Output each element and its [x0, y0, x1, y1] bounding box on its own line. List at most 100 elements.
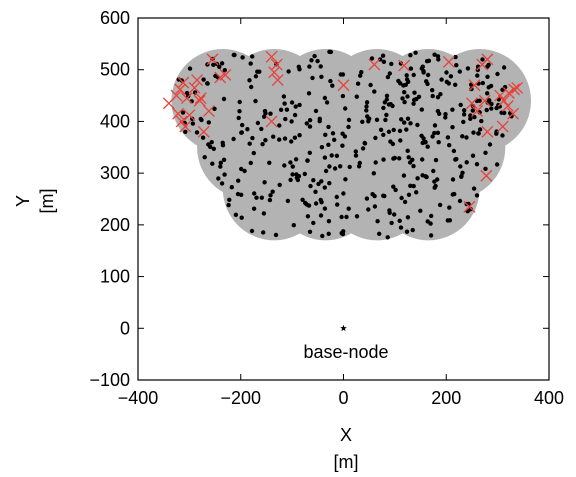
sensor-node: [257, 69, 262, 74]
sensor-node: [291, 223, 296, 228]
sensor-node: [248, 61, 253, 66]
sensor-node: [415, 122, 420, 128]
sensor-node: [408, 66, 414, 71]
sensor-node: [360, 119, 365, 125]
sensor-node: [477, 127, 483, 132]
sensor-node: [218, 160, 223, 165]
sensor-node: [212, 106, 217, 112]
sensor-node: [253, 98, 258, 104]
sensor-node: [209, 140, 214, 145]
axis-ticks: −400 −200 0 200 400 −100 0 100 200 300 400 500 600: [89, 8, 564, 408]
x-axis-unit: [m]: [334, 452, 359, 472]
sensor-node: [229, 185, 234, 190]
sensor-node: [231, 52, 236, 58]
sensor-node: [450, 192, 455, 197]
sensor-node: [464, 160, 469, 165]
sensor-node: [355, 81, 361, 86]
sensor-node: [282, 101, 287, 106]
sensor-node: [404, 73, 409, 78]
sensor-node: [413, 50, 418, 55]
sensor-node: [293, 104, 298, 109]
sensor-node: [289, 119, 294, 124]
cross-marker: [463, 200, 476, 213]
sensor-node: [405, 94, 410, 99]
cross-marker: [194, 92, 207, 105]
sensor-node: [285, 198, 291, 204]
sensor-node: [435, 95, 441, 100]
sensor-node: [375, 219, 380, 224]
sensor-node: [420, 157, 425, 162]
y-tick-label: 100: [100, 267, 130, 287]
x-tick-label: 200: [431, 388, 461, 408]
sensor-node: [485, 74, 490, 80]
sensor-node: [447, 205, 452, 210]
sensor-node: [364, 108, 369, 113]
sensor-node: [399, 117, 404, 122]
cross-marker: [197, 125, 210, 138]
sensor-node: [453, 82, 458, 88]
sensor-node: [420, 64, 425, 69]
sensor-node: [435, 130, 441, 135]
sensor-node: [405, 215, 411, 220]
sensor-node: [401, 173, 407, 178]
sensor-node: [475, 67, 480, 73]
sensor-node: [247, 141, 252, 146]
sensor-node: [353, 149, 358, 154]
sensor-node: [326, 142, 331, 147]
sensor-node: [416, 94, 422, 100]
cross-marker: [179, 120, 192, 133]
sensor-node: [428, 233, 434, 238]
cross-marker: [271, 74, 284, 87]
sensor-node: [315, 58, 320, 64]
sensor-node: [387, 208, 392, 213]
sensor-node: [385, 74, 391, 80]
sensor-node: [502, 110, 507, 116]
sensor-node: [425, 81, 430, 87]
cross-marker: [219, 68, 232, 81]
sensor-node: [464, 135, 469, 140]
sensor-node: [432, 52, 437, 57]
cross-marker: [193, 94, 206, 107]
sensor-node: [343, 106, 348, 111]
sensor-node: [437, 111, 442, 117]
sensor-node: [360, 146, 366, 151]
sensor-node: [245, 127, 250, 132]
sensor-node: [489, 101, 494, 107]
sensor-node: [470, 108, 475, 113]
y-tick-label: 0: [120, 318, 130, 338]
sensor-node: [450, 125, 455, 130]
sensor-node: [288, 177, 293, 183]
sensor-node: [487, 142, 493, 147]
sensor-node: [328, 78, 333, 84]
y-tick-label: 500: [100, 60, 130, 80]
sensor-node: [362, 141, 368, 146]
sensor-node: [263, 111, 268, 116]
sensor-node: [432, 130, 437, 136]
sensor-node: [431, 168, 436, 174]
sensor-node: [242, 168, 247, 174]
sensor-node: [381, 157, 386, 162]
sensor-node: [500, 133, 505, 138]
sensor-node: [307, 118, 313, 123]
sensor-node: [322, 206, 328, 211]
cross-marker: [497, 94, 510, 107]
sensor-node: [391, 156, 396, 161]
sensor-node: [401, 83, 406, 88]
sensor-node: [273, 232, 279, 238]
sensor-node: [471, 186, 477, 191]
sensor-node: [313, 108, 319, 114]
sensor-node: [293, 157, 299, 162]
sensor-node: [260, 142, 265, 147]
sensor-node: [320, 233, 325, 239]
sensor-node: [425, 72, 431, 78]
cross-marker: [206, 53, 219, 66]
sensor-node: [240, 55, 245, 60]
sensor-node: [372, 89, 377, 94]
sensor-node: [424, 174, 429, 180]
sensor-node: [222, 172, 227, 177]
sensor-node: [292, 135, 298, 140]
cross-marker: [180, 92, 193, 105]
sensor-node: [346, 124, 351, 130]
cross-marker: [471, 105, 484, 118]
sensor-node: [408, 121, 413, 126]
